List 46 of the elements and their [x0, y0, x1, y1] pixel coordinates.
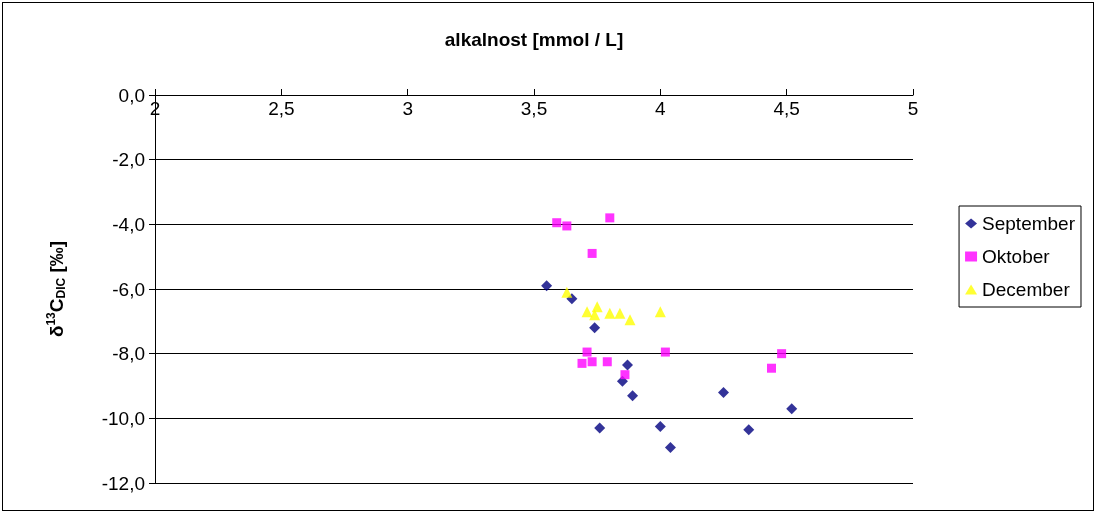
- y-tick-label: -6,0: [112, 278, 145, 300]
- y-tick-label: -10,0: [101, 407, 145, 429]
- y-tick-label: -12,0: [101, 472, 145, 494]
- point: [587, 357, 597, 367]
- point: [624, 314, 636, 326]
- point: [614, 307, 626, 319]
- x-tick-label: 5: [907, 98, 919, 119]
- point: [718, 386, 729, 398]
- point: [605, 213, 615, 223]
- legend-label: December: [982, 279, 1071, 300]
- point: [552, 218, 562, 228]
- y-tick-label: 0,0: [118, 84, 145, 106]
- x-axis-title: alkalnost [mmol / L]: [444, 29, 624, 50]
- x-tick-label: 3,5: [520, 98, 548, 119]
- point: [786, 403, 798, 415]
- point: [562, 221, 572, 231]
- x-tick-label: 2,5: [268, 98, 295, 119]
- point: [541, 280, 553, 292]
- point: [660, 347, 670, 357]
- point: [627, 390, 639, 402]
- point: [604, 307, 616, 319]
- point: [621, 359, 633, 371]
- legend-label: Oktober: [982, 246, 1051, 267]
- point: [577, 358, 587, 368]
- y-tick-label: -4,0: [112, 213, 145, 235]
- point: [620, 370, 630, 380]
- x-tick-label: 3: [402, 98, 413, 119]
- y-tick-label: -8,0: [112, 343, 145, 365]
- point: [777, 349, 787, 359]
- point: [587, 248, 597, 258]
- point: [664, 441, 676, 453]
- x-tick-label: 4,5: [773, 98, 800, 119]
- point: [654, 420, 666, 432]
- point: [594, 422, 606, 434]
- point: [767, 363, 777, 373]
- legend-label: September: [982, 213, 1076, 234]
- point: [654, 306, 666, 318]
- x-tick-label: 4: [655, 98, 667, 119]
- point: [743, 424, 755, 436]
- point: [581, 306, 593, 318]
- y-tick-label: -2,0: [112, 149, 145, 171]
- point: [591, 301, 603, 313]
- point: [582, 347, 592, 357]
- point: [602, 357, 612, 367]
- point: [589, 322, 601, 334]
- point: [561, 286, 573, 298]
